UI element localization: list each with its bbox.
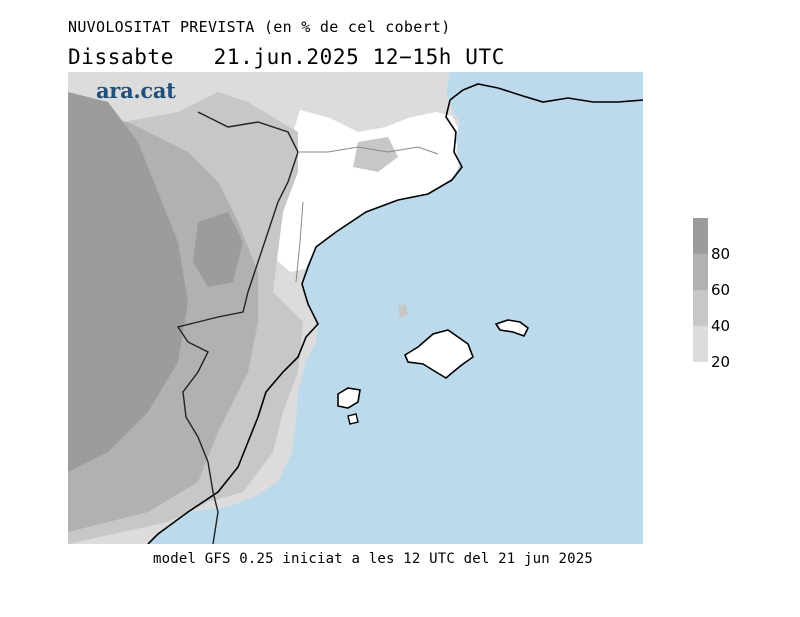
legend-band-60 bbox=[693, 254, 708, 290]
cloud-band-80 bbox=[68, 92, 188, 472]
legend-label-60: 60 bbox=[711, 281, 731, 299]
sea-area bbox=[148, 84, 643, 544]
map-title: NUVOLOSITAT PREVISTA (en % de cel cobert… bbox=[68, 18, 451, 36]
forecast-date: Dissabte 21.jun.2025 12−15h UTC bbox=[68, 45, 506, 69]
ibiza-island bbox=[337, 387, 361, 409]
legend-label-20: 20 bbox=[711, 353, 731, 371]
coastline bbox=[147, 83, 643, 544]
clear-sky-area bbox=[268, 110, 460, 272]
legend-label-40: 40 bbox=[711, 317, 731, 335]
regional-border bbox=[176, 111, 299, 544]
mallorca-island bbox=[403, 329, 474, 379]
formentera-island bbox=[347, 413, 359, 425]
menorca-island bbox=[494, 319, 530, 337]
legend-band-20 bbox=[693, 326, 708, 362]
cloud-cover-legend: 80 60 40 20 bbox=[693, 218, 773, 371]
province-border bbox=[295, 146, 439, 283]
cloud-patch-80 bbox=[193, 212, 243, 287]
legend-band-80 bbox=[693, 218, 708, 254]
legend-band-40 bbox=[693, 290, 708, 326]
map-svg bbox=[68, 72, 643, 544]
cabrera-dot bbox=[398, 304, 408, 318]
legend-label-80: 80 bbox=[711, 245, 731, 263]
cloud-patch-40 bbox=[353, 137, 398, 172]
aracat-logo[interactable]: ara.cat bbox=[96, 78, 176, 103]
cloud-cover-map bbox=[68, 72, 643, 544]
model-footnote: model GFS 0.25 iniciat a les 12 UTC del … bbox=[153, 551, 594, 567]
